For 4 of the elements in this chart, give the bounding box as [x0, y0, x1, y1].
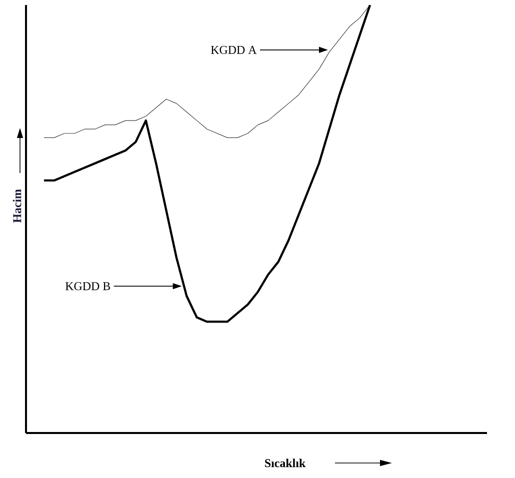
x-axis-title: Sıcaklık: [265, 458, 306, 468]
y-axis-title: Hacim: [12, 189, 22, 223]
annotation: KGDD B: [65, 282, 110, 290]
annotation: KGDD A: [210, 46, 257, 54]
